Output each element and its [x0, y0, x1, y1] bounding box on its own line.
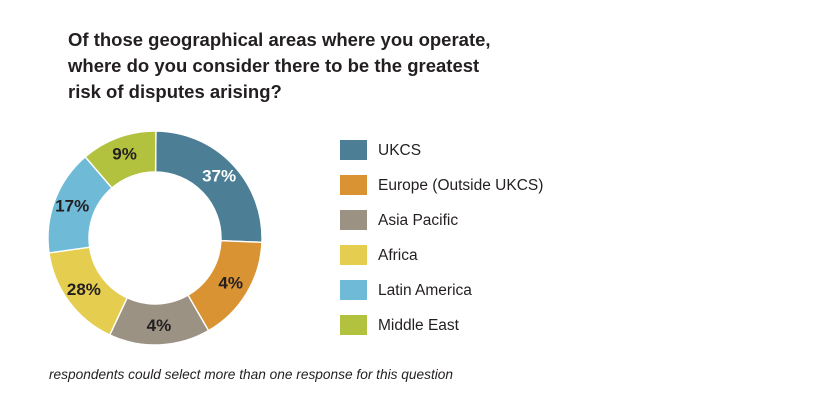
svg-text:9%: 9% — [112, 144, 137, 163]
svg-text:4%: 4% — [147, 316, 172, 335]
svg-text:37%: 37% — [202, 167, 236, 186]
svg-text:28%: 28% — [67, 280, 101, 299]
svg-text:4%: 4% — [218, 273, 243, 292]
svg-text:17%: 17% — [55, 196, 89, 215]
